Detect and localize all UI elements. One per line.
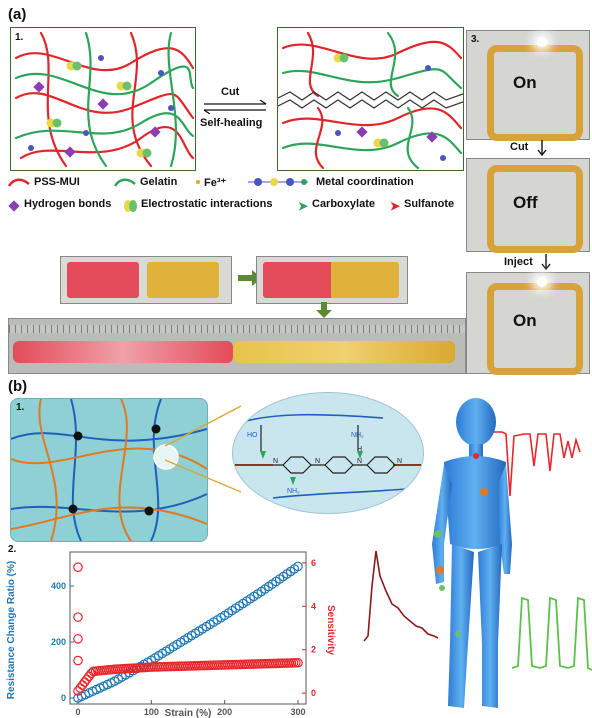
molecular-zoom-circle: O HO NH₂ N N H N N NH₂ [232, 392, 424, 514]
panel-b-label: (b) [8, 378, 28, 395]
circuit-arrow2-label: Inject [504, 256, 533, 268]
y-tick-label: 0 [61, 693, 66, 703]
fe-dot-icon [196, 180, 200, 184]
sulfanote-icon: ➤ [390, 199, 401, 213]
legend-pss: PSS-MUI [34, 176, 80, 188]
box1-label: 1. [15, 32, 24, 43]
circuit-photo-off: Off [466, 158, 590, 253]
mol-label-n2: N [315, 458, 320, 465]
cut-label: Cut [221, 86, 240, 98]
metal-coordination-icon [248, 178, 308, 186]
down-arrow-cut-icon [537, 140, 547, 156]
gelatin-line-icon [114, 178, 136, 187]
waveform-green [511, 596, 592, 671]
box3-label: 3. [471, 34, 480, 45]
down-arrow-icon [316, 302, 332, 318]
sensitivity-point [73, 634, 83, 644]
reversible-arrow [203, 100, 267, 114]
hydrogel-stretched-photo [8, 318, 466, 374]
mol-label-n1: N [273, 458, 278, 465]
xlabel: Strain (%) [165, 708, 212, 718]
y2-tick-label: 0 [311, 688, 316, 698]
self-healing-label: Self-healing [200, 117, 263, 129]
x-tick-label: 100 [144, 707, 159, 717]
x-tick-label: 300 [290, 707, 305, 717]
y2label: Sensitivity [325, 605, 336, 655]
waveform-dark-red [363, 550, 439, 642]
b-box2-label: 2. [8, 544, 17, 555]
sensitivity-point [73, 562, 83, 572]
mol-label-h: H [357, 446, 362, 453]
zoom-connector-lines [165, 405, 242, 493]
sensitivity-point [293, 657, 303, 668]
polymer-network-box: 1. [10, 398, 208, 542]
carboxylate-icon: ➤ [298, 199, 309, 213]
electrostatic-icon [124, 200, 137, 212]
network-intact-drawing [14, 31, 195, 168]
ylabel: Resistance Change Ratio (%) [6, 561, 17, 699]
waveform-red [492, 431, 581, 497]
mol-label-n4: N [397, 458, 402, 465]
polymer-network-drawing [10, 398, 208, 542]
panel-a-label: (a) [8, 6, 27, 23]
y2-tick-label: 4 [311, 601, 316, 611]
x-tick-label: 200 [217, 707, 232, 717]
legend-gelatin: Gelatin [140, 176, 178, 188]
pss-line-icon [8, 178, 30, 187]
sensitivity-point [86, 668, 96, 679]
human-figure [432, 398, 512, 708]
mol-label-ho: HO [247, 432, 258, 439]
sensitivity-point [73, 612, 83, 622]
strain-chart: Resistance Change Ratio (%) Sensitivity … [6, 551, 336, 718]
down-arrow-inject-icon [541, 254, 551, 270]
circuit-state-2: Off [513, 193, 538, 212]
sensitivity-point [73, 655, 83, 666]
legend-fe: Fe³⁺ [204, 177, 227, 189]
plot-area [69, 551, 307, 705]
legend-carboxylate: Carboxylate [312, 198, 375, 210]
molecular-structure: O HO NH₂ N N H N N NH₂ [233, 408, 423, 499]
circuit-arrow1-label: Cut [510, 141, 529, 153]
mol-label-n3: N [357, 458, 362, 465]
legend: PSS-MUI Gelatin Fe³⁺ Metal coordination … [6, 176, 466, 216]
network-box-cut [277, 27, 464, 171]
hydrogel-joined-photo [256, 256, 408, 304]
y-tick-label: 200 [51, 637, 66, 647]
network-cut-drawing [277, 31, 464, 170]
circuit-state-3: On [513, 311, 537, 330]
y-tick-label: 400 [51, 581, 66, 591]
circuit-state-1: On [513, 73, 537, 92]
hbond-diamond-icon [8, 200, 20, 212]
y2-tick-label: 2 [311, 645, 316, 655]
legend-hbond: Hydrogen bonds [24, 198, 112, 210]
network-box-intact: 1. [10, 27, 196, 171]
legend-metal: Metal coordination [316, 176, 414, 188]
legend-electrostatic: Electrostatic interactions [141, 198, 273, 210]
hydrogel-separate-photo [60, 256, 232, 304]
x-tick-label: 0 [75, 707, 80, 717]
mol-label-nh2-top: NH₂ [351, 432, 364, 439]
resistance-point [293, 561, 303, 572]
mol-label-nh2-bottom: NH₂ [287, 488, 300, 495]
y2-tick-label: 6 [311, 558, 316, 568]
circuit-photo-on-2: On [466, 272, 590, 375]
legend-sulfanote: Sulfanote [404, 198, 455, 210]
mol-label-o: O [251, 408, 257, 415]
circuit-photo-on-1: 3. On [466, 30, 590, 141]
b-box1-label: 1. [16, 402, 25, 413]
